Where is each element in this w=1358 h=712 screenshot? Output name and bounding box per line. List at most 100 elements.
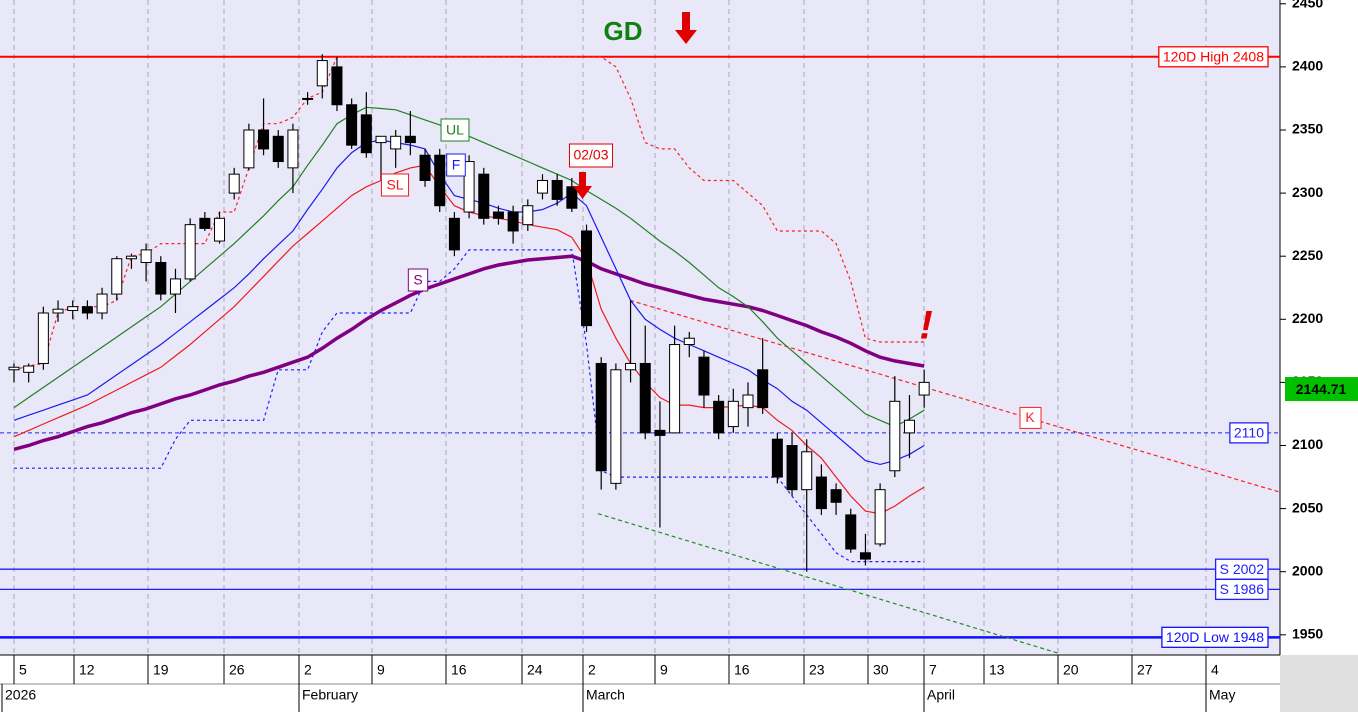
level-label: 2110 xyxy=(1234,425,1264,441)
candle-body xyxy=(448,217,460,251)
series-label: UL xyxy=(446,122,464,138)
annotation: ! xyxy=(919,304,932,348)
series-label-box xyxy=(380,173,410,197)
candle-body xyxy=(434,154,446,207)
candle-body xyxy=(918,381,930,396)
candle-body xyxy=(169,278,181,295)
candle-body xyxy=(581,230,593,327)
x-tick-label: 16 xyxy=(734,662,750,678)
x-tick-label: 16 xyxy=(451,662,467,678)
candle-body xyxy=(258,129,270,150)
x-tick-label: 19 xyxy=(153,662,169,678)
candle-body xyxy=(243,129,255,169)
candle-body xyxy=(492,211,504,219)
level-label-box xyxy=(1229,422,1269,444)
y-tick-label: 1950 xyxy=(1292,626,1323,642)
series-label: SL xyxy=(386,177,403,193)
x-tick-label: 20 xyxy=(1063,662,1079,678)
level-label-box xyxy=(1214,578,1269,601)
indicator-line xyxy=(13,254,925,451)
x-tick-label: 2 xyxy=(588,662,596,678)
candle-body xyxy=(23,365,35,373)
y-tick-label: 2250 xyxy=(1292,247,1323,263)
candle-body xyxy=(669,344,681,434)
candle-body xyxy=(419,154,431,181)
candle-body xyxy=(625,362,637,371)
trend-line xyxy=(597,513,1061,655)
level-label: S 1986 xyxy=(1220,581,1265,597)
indicator-line xyxy=(13,56,925,371)
candle-body xyxy=(815,476,827,510)
candle-body xyxy=(331,66,343,106)
candle-body xyxy=(52,308,64,314)
candle-body xyxy=(771,438,783,478)
month-label: April xyxy=(927,687,955,703)
x-tick-label: 7 xyxy=(929,662,937,678)
trend-label: K xyxy=(1025,409,1035,425)
candle-body xyxy=(786,445,798,491)
month-label: March xyxy=(586,687,625,703)
candle-body xyxy=(698,356,710,396)
series-label-box xyxy=(440,118,470,142)
candle-body xyxy=(214,217,226,242)
annotation: GD xyxy=(604,16,643,46)
candle-body xyxy=(302,97,314,100)
y-tick-label: 2050 xyxy=(1292,499,1323,515)
candle-body xyxy=(111,258,123,295)
candle-body xyxy=(889,400,901,472)
annotation: 02/03 xyxy=(573,147,608,163)
x-tick-label: 30 xyxy=(873,662,889,678)
x-tick-label: 12 xyxy=(79,662,95,678)
y-tick-label: 2300 xyxy=(1292,184,1323,200)
candle-body xyxy=(507,211,519,232)
candle-body xyxy=(8,366,20,371)
x-tick-label: 9 xyxy=(377,662,385,678)
candle-body xyxy=(96,293,108,314)
candle-body xyxy=(713,400,725,434)
candle-body xyxy=(566,186,578,209)
x-tick-label: 23 xyxy=(809,662,825,678)
candle-body xyxy=(478,173,490,219)
level-label: S 2002 xyxy=(1220,561,1265,577)
level-label: 120D High 2408 xyxy=(1163,48,1264,64)
labels: 1950200020502100215022002250230023502400… xyxy=(5,0,1358,703)
candle-body xyxy=(859,552,871,560)
level-label: 120D Low 1948 xyxy=(1166,629,1264,645)
candle-body xyxy=(727,400,739,428)
candle-body xyxy=(316,60,328,87)
candles xyxy=(8,54,930,572)
candle-body xyxy=(125,255,137,260)
candle-body xyxy=(595,362,607,472)
plot-background xyxy=(0,0,1280,655)
candle-body xyxy=(536,179,548,194)
candle-body xyxy=(845,514,857,550)
candle-body xyxy=(272,135,284,163)
x-tick-label: 4 xyxy=(1211,662,1219,678)
grid xyxy=(1,0,1286,712)
trend-line xyxy=(629,299,1281,493)
series-label-box xyxy=(407,268,429,292)
y-tick-label: 2350 xyxy=(1292,121,1323,137)
x-tick-label: 27 xyxy=(1137,662,1153,678)
month-label: February xyxy=(302,687,358,703)
candle-body xyxy=(639,362,651,434)
corner xyxy=(1280,655,1358,712)
level-label-box xyxy=(1161,626,1269,648)
level-label-box xyxy=(1158,46,1269,68)
candle-body xyxy=(551,179,563,200)
candle-body xyxy=(140,249,152,264)
candle-body xyxy=(874,489,886,545)
candle-body xyxy=(37,312,49,364)
series-label: S xyxy=(413,272,422,288)
series-label: F xyxy=(452,157,461,173)
candle-body xyxy=(522,205,534,226)
candle-body xyxy=(830,489,842,503)
y-tick-label: 2000 xyxy=(1292,562,1323,578)
y-axis-background xyxy=(1280,0,1358,655)
candle-body xyxy=(683,337,695,346)
y-tick-label: 2200 xyxy=(1292,310,1323,326)
candle-body xyxy=(184,224,196,280)
x-tick-label: 2 xyxy=(304,662,312,678)
candle-body xyxy=(287,129,299,169)
